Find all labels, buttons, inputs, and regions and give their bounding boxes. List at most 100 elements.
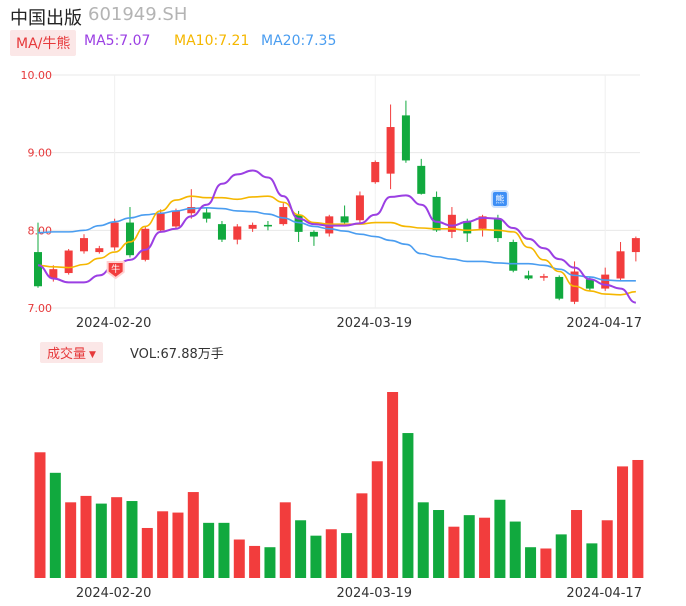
candle-body: [79, 238, 88, 252]
candle-body: [447, 214, 456, 232]
volume-bar: [571, 510, 583, 578]
stock-name: 中国出版: [10, 8, 82, 29]
ma10-line: [37, 195, 636, 296]
volume-value: VOL:67.88万手: [130, 347, 224, 362]
volume-bar: [325, 529, 337, 578]
y-tick-label: 8.00: [28, 224, 53, 237]
volume-bar: [632, 459, 644, 578]
x-tick-label: 2024-02-20: [76, 316, 152, 331]
volume-bars: [34, 392, 644, 578]
volume-bar: [402, 433, 414, 578]
volume-x-tick-label: 2024-04-17: [566, 586, 642, 601]
volume-bar: [172, 512, 184, 578]
volume-bar: [203, 522, 215, 578]
volume-bar: [141, 527, 153, 578]
volume-bar: [540, 548, 552, 578]
stock-code: 601949.SH: [88, 4, 188, 25]
volume-x-tick-label: 2024-02-20: [76, 586, 152, 601]
volume-bar: [341, 533, 353, 578]
bull-marker-icon: [106, 261, 125, 280]
candle-body: [601, 274, 610, 289]
date-axis: 2024-02-20 2024-03-19 2024-04-17: [76, 316, 642, 331]
volume-bar: [264, 547, 276, 578]
volume-bar: [555, 534, 567, 578]
candle-body: [110, 222, 119, 248]
candle-body: [34, 252, 42, 287]
candle-body: [463, 221, 472, 234]
volume-bar: [95, 503, 107, 578]
candle-body: [432, 196, 441, 231]
candle-body: [156, 213, 165, 231]
candle-body: [217, 224, 226, 240]
ma-indicator-selector[interactable]: MA/牛熊: [10, 30, 77, 56]
volume-bar: [479, 517, 491, 578]
volume-bar: [187, 492, 199, 578]
volume-bar: [157, 511, 169, 578]
volume-bar: [371, 461, 383, 578]
volume-bar: [463, 515, 475, 578]
volume-bar: [295, 520, 307, 578]
candle-body: [616, 251, 625, 279]
volume-bar: [233, 539, 245, 578]
volume-bar: [387, 392, 399, 578]
volume-bar: [617, 466, 629, 578]
volume-bar: [601, 520, 613, 578]
moving-average-lines: [37, 169, 637, 304]
candle-body: [478, 216, 487, 229]
candle-body: [509, 241, 518, 271]
ma10-legend: MA10:7.21: [174, 33, 250, 49]
volume-bar: [65, 502, 77, 578]
volume-date-axis: 2024-02-20 2024-03-19 2024-04-17: [76, 586, 642, 601]
volume-bar: [279, 502, 291, 578]
candle-body: [493, 218, 502, 239]
candle-body: [263, 224, 272, 227]
ma20-legend: MA20:7.35: [261, 33, 337, 49]
candle-body: [248, 224, 257, 229]
bull-marker-label: 牛: [111, 263, 120, 275]
volume-x-tick-label: 2024-03-19: [336, 586, 412, 601]
y-tick-label: 9.00: [28, 147, 53, 160]
candle-body: [386, 127, 395, 174]
volume-bar: [494, 499, 506, 578]
volume-bar: [433, 510, 445, 578]
candle-body: [141, 228, 150, 260]
candle-body: [171, 210, 180, 227]
volume-bar: [249, 545, 261, 578]
candle-body: [309, 231, 318, 237]
volume-bar: [509, 521, 521, 578]
volume-bar: [586, 543, 598, 578]
volume-tag-label: 成交量: [47, 347, 87, 362]
ma20-line: [37, 207, 636, 282]
volume-bar: [448, 526, 460, 578]
candle-body: [555, 276, 564, 299]
signal-markers: 牛熊: [106, 190, 509, 280]
candle-body: [125, 222, 134, 256]
candle-body: [539, 276, 548, 278]
candle-body: [233, 226, 242, 240]
x-tick-label: 2024-04-17: [566, 316, 642, 331]
volume-bar: [356, 493, 368, 578]
candle-body: [631, 238, 640, 253]
volume-indicator-selector[interactable]: 成交量 ▼: [40, 342, 103, 363]
x-tick-label: 2024-03-19: [336, 316, 412, 331]
bear-marker-icon: [490, 190, 509, 208]
ma5-legend: MA5:7.07: [84, 33, 151, 49]
candle-body: [187, 207, 196, 214]
candle-body: [371, 161, 380, 183]
volume-bar: [49, 472, 61, 578]
volume-bar: [310, 535, 322, 578]
candle-body: [401, 115, 410, 161]
candle-body: [585, 279, 594, 289]
candle-body: [279, 207, 288, 225]
volume-bar: [80, 495, 92, 578]
volume-bar: [218, 522, 230, 578]
volume-bar: [525, 547, 537, 578]
caret-down-icon: ▼: [89, 350, 96, 360]
candle-body: [64, 250, 73, 274]
candle-body: [340, 216, 349, 223]
volume-bar: [417, 502, 429, 578]
volume-bar: [34, 452, 46, 578]
ma5-line: [37, 169, 637, 304]
y-tick-label: 7.00: [28, 302, 53, 315]
